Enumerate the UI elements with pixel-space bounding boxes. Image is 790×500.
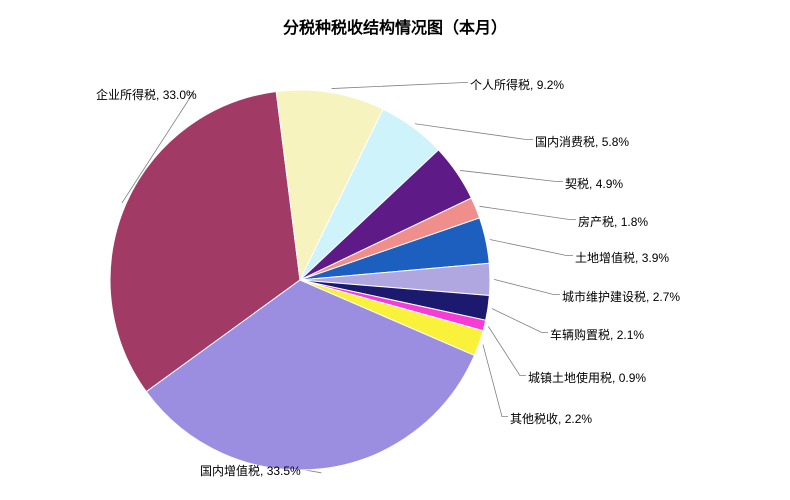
slice-label: 车辆购置税, 2.1% [550,326,644,343]
slice-label-separator: , [614,215,621,229]
slice-label: 国内消费税, 5.8% [535,133,629,150]
slice-label-separator: , [530,78,537,92]
slice-label-value: 33.5% [267,464,301,478]
slice-label-name: 企业所得税 [96,88,156,102]
slice-label-name: 国内增值税 [200,464,260,478]
slice-label-value: 0.9% [619,371,646,385]
pie-slices [110,90,490,470]
leader-line [483,345,508,417]
slice-label-separator: , [589,177,596,191]
slice-label: 城镇土地使用税, 0.9% [528,369,646,386]
leader-line [492,309,548,333]
slice-label-value: 5.8% [602,135,629,149]
slice-label-separator: , [595,135,602,149]
slice-label-value: 1.8% [621,215,648,229]
slice-label-name: 其他税收 [510,412,558,426]
slice-label-value: 2.7% [653,290,680,304]
slice-label-name: 城市维护建设税 [562,290,646,304]
slice-label: 其他税收, 2.2% [510,410,592,427]
slice-label-name: 契税 [565,177,589,191]
slice-label-value: 3.9% [642,251,669,265]
leader-line [494,279,560,294]
slice-label-value: 2.2% [565,412,592,426]
slice-label-name: 土地增值税 [575,251,635,265]
leader-line [488,326,526,375]
slice-label-separator: , [646,290,653,304]
slice-label-name: 城镇土地使用税 [528,371,612,385]
pie-chart-container: 分税种税收结构情况图（本月） 企业所得税, 33.0%个人所得税, 9.2%国内… [0,0,790,500]
slice-label-separator: , [612,371,619,385]
slice-label-name: 车辆购置税 [550,328,610,342]
slice-label: 契税, 4.9% [565,175,623,192]
leader-line [490,239,573,255]
slice-label: 国内增值税, 33.5% [200,462,301,479]
slice-label-value: 4.9% [596,177,623,191]
slice-label: 土地增值税, 3.9% [575,249,669,266]
slice-label-separator: , [635,251,642,265]
slice-label-separator: , [558,412,565,426]
leader-line [479,206,576,219]
slice-label-name: 房产税 [578,215,614,229]
slice-label: 房产税, 1.8% [578,213,648,230]
slice-label-separator: , [260,464,267,478]
leader-line [415,124,533,140]
slice-label: 个人所得税, 9.2% [470,76,564,93]
slice-label: 城市维护建设税, 2.7% [562,288,680,305]
slice-label-name: 国内消费税 [535,135,595,149]
slice-label-value: 2.1% [617,328,644,342]
slice-label: 企业所得税, 33.0% [96,86,197,103]
pie-svg [0,0,790,500]
slice-label-separator: , [610,328,617,342]
slice-label-value: 33.0% [163,88,197,102]
slice-label-separator: , [156,88,163,102]
leader-line [332,83,468,89]
leader-line [460,170,563,181]
slice-label-name: 个人所得税 [470,78,530,92]
slice-label-value: 9.2% [537,78,564,92]
